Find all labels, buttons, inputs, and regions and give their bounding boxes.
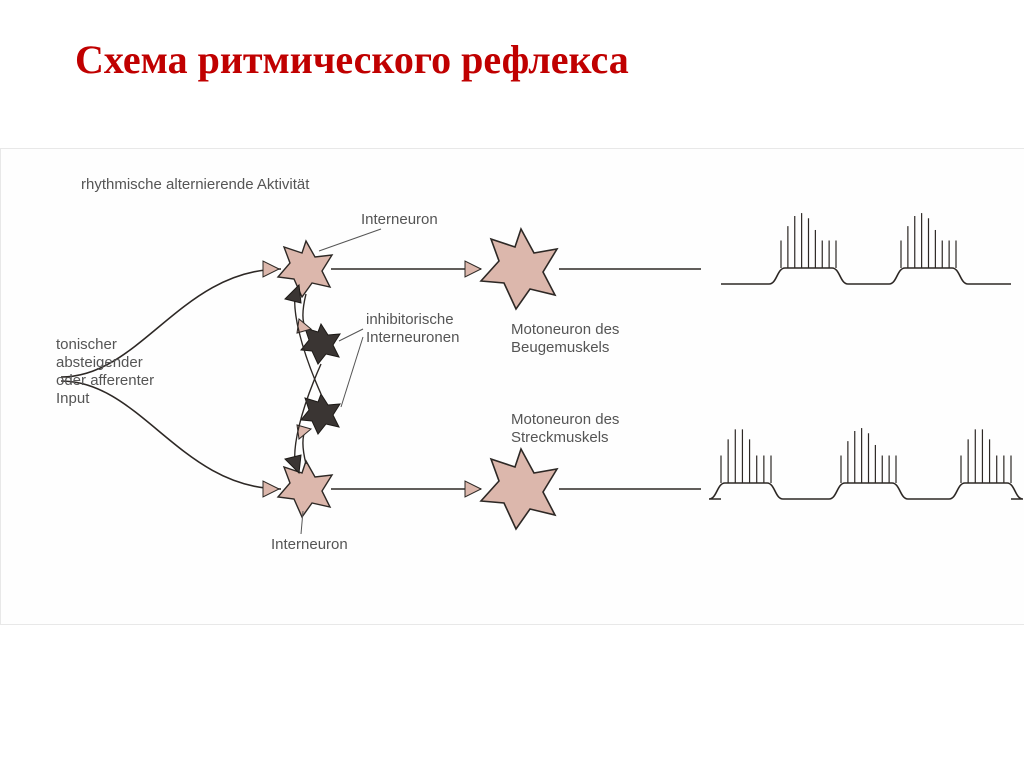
label-input: tonischer absteigender oder afferenter I…	[56, 336, 154, 407]
label-moto-top: Motoneuron des Beugemuskels	[511, 321, 619, 356]
interneuron-bottom	[278, 461, 332, 517]
motoneuron-top	[481, 229, 557, 309]
reflex-diagram: rhythmische alternierende Aktivität toni…	[1, 149, 1024, 624]
label-interneuron-top: Interneuron	[361, 211, 438, 228]
motoneuron-bottom	[481, 449, 557, 529]
label-moto-bottom: Motoneuron des Streckmuskels	[511, 411, 619, 446]
svg-text:absteigender: absteigender	[56, 354, 143, 371]
cross-wiring	[285, 261, 481, 497]
svg-text:Input: Input	[56, 390, 90, 407]
svg-text:Streckmuskels: Streckmuskels	[511, 429, 609, 446]
diagram-panel: rhythmische alternierende Aktivität toni…	[0, 148, 1024, 625]
svg-text:tonischer: tonischer	[56, 336, 117, 353]
spike-train-bottom	[709, 428, 1023, 499]
svg-text:inhibitorische: inhibitorische	[366, 311, 454, 328]
svg-text:Motoneuron des: Motoneuron des	[511, 411, 619, 428]
svg-text:Interneuronen: Interneuronen	[366, 329, 459, 346]
label-header: rhythmische alternierende Aktivität	[81, 176, 310, 193]
label-inhibitory: inhibitorische Interneuronen	[339, 311, 459, 407]
label-interneuron-bottom: Interneuron	[271, 536, 348, 553]
page-title: Схема ритмического рефлекса	[75, 36, 629, 83]
svg-text:Motoneuron des: Motoneuron des	[511, 321, 619, 338]
spike-train-top	[721, 213, 1011, 284]
svg-text:oder afferenter: oder afferenter	[56, 372, 154, 389]
svg-text:Beugemuskels: Beugemuskels	[511, 339, 609, 356]
